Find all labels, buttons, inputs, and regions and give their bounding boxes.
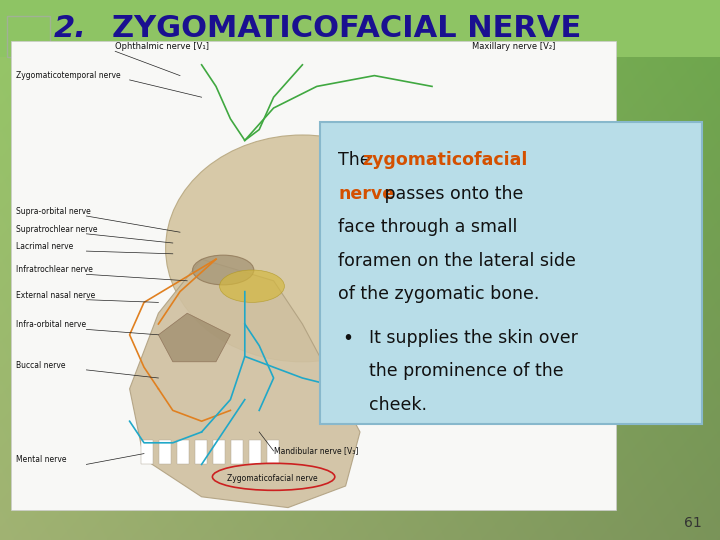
Text: 2.: 2. (54, 14, 87, 43)
Text: nerve: nerve (338, 185, 395, 202)
Bar (213, 440, 225, 464)
Polygon shape (130, 259, 360, 508)
Text: Zygomaticofacial nerve: Zygomaticofacial nerve (227, 474, 318, 483)
Text: •: • (342, 329, 353, 348)
Text: Supratrochlear nerve: Supratrochlear nerve (16, 225, 97, 234)
Text: Lacrimal nerve: Lacrimal nerve (16, 242, 73, 251)
FancyBboxPatch shape (320, 122, 702, 424)
Text: of the zygomatic bone.: of the zygomatic bone. (338, 285, 540, 303)
Bar (267, 440, 279, 464)
Bar (141, 440, 153, 464)
Ellipse shape (193, 255, 253, 285)
Text: passes onto the: passes onto the (379, 185, 523, 202)
Text: Maxillary nerve [V₂]: Maxillary nerve [V₂] (472, 42, 555, 51)
Text: Mental nerve: Mental nerve (16, 455, 66, 464)
Text: Ophthalmic nerve [V₁]: Ophthalmic nerve [V₁] (115, 42, 210, 51)
Bar (177, 440, 189, 464)
Text: The: The (338, 151, 377, 169)
Bar (231, 440, 243, 464)
Text: cheek.: cheek. (369, 396, 427, 414)
Ellipse shape (220, 270, 284, 302)
Text: ZYGOMATICOFACIAL NERVE: ZYGOMATICOFACIAL NERVE (112, 14, 581, 43)
Bar (249, 440, 261, 464)
Text: External nasal nerve: External nasal nerve (16, 291, 95, 300)
Text: foramen on the lateral side: foramen on the lateral side (338, 252, 576, 269)
Bar (159, 440, 171, 464)
Text: Zygomaticotemporal nerve: Zygomaticotemporal nerve (16, 71, 120, 80)
Ellipse shape (166, 135, 439, 362)
Bar (195, 440, 207, 464)
Text: face through a small: face through a small (338, 218, 518, 236)
Polygon shape (158, 313, 230, 362)
Text: Infratrochlear nerve: Infratrochlear nerve (16, 265, 93, 274)
Text: zygomaticofacial: zygomaticofacial (362, 151, 528, 169)
Text: Mandibular nerve [V₃]: Mandibular nerve [V₃] (274, 446, 358, 455)
Text: Supra-orbital nerve: Supra-orbital nerve (16, 207, 91, 216)
Text: 61: 61 (684, 516, 702, 530)
Text: It supplies the skin over: It supplies the skin over (369, 329, 577, 347)
Text: Infra-orbital nerve: Infra-orbital nerve (16, 320, 86, 329)
Text: Buccal nerve: Buccal nerve (16, 361, 66, 370)
Text: the prominence of the: the prominence of the (369, 362, 563, 380)
Text: Auriculotemporal nerve: Auriculotemporal nerve (418, 342, 508, 351)
Bar (11, 40, 616, 510)
Bar (0, 0, 720, 57)
